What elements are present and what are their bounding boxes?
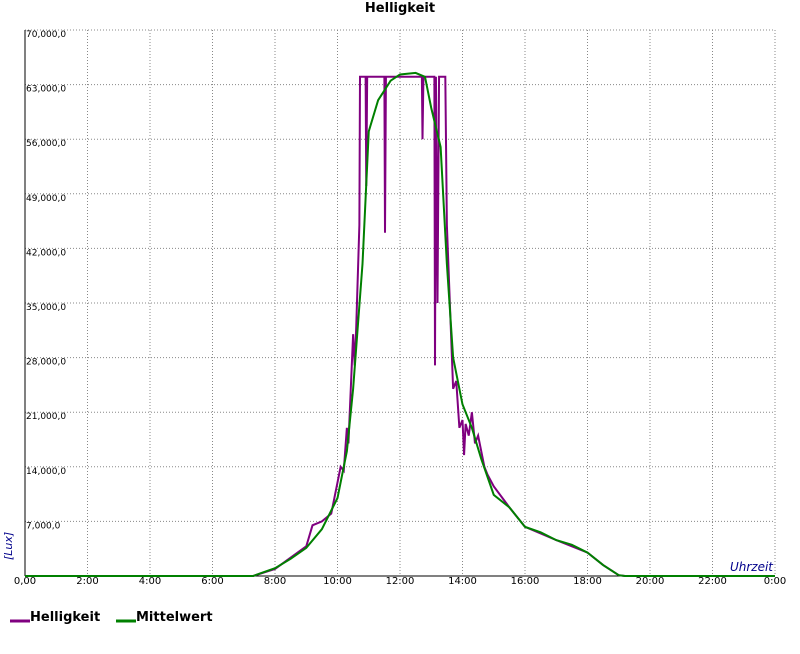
y-tick-label: 21,000,0 bbox=[26, 412, 66, 422]
x-tick-label: 20:00 bbox=[636, 576, 665, 587]
y-axis-label: [Lux] bbox=[2, 532, 15, 560]
x-tick-label: 4:00 bbox=[139, 576, 161, 587]
y-tick-label: 63,000,0 bbox=[26, 85, 66, 95]
data-line bbox=[25, 71, 775, 577]
x-tick-label: 0,00 bbox=[14, 576, 36, 587]
y-tick-label: 70,000,0 bbox=[26, 30, 66, 40]
y-tick-label: 42,000,0 bbox=[26, 248, 66, 258]
x-tick-label: 0:00 bbox=[764, 576, 786, 587]
x-tick-label: 16:00 bbox=[511, 576, 540, 587]
y-tick-label: 14,000,0 bbox=[26, 467, 66, 477]
y-tick-label: 35,000,0 bbox=[26, 303, 66, 313]
x-tick-label: 8:00 bbox=[264, 576, 286, 587]
y-tick-label: 56,000,0 bbox=[26, 139, 66, 149]
y-tick-label: 28,000,0 bbox=[26, 358, 66, 368]
y-tick-label: 49,000,0 bbox=[26, 194, 66, 204]
legend-label: Mittelwert bbox=[136, 610, 213, 625]
y-tick-label: 7,000,0 bbox=[26, 521, 61, 531]
x-tick-label: 14:00 bbox=[448, 576, 477, 587]
x-axis-label: Uhrzeit bbox=[730, 560, 774, 574]
chart-title: Helligkeit bbox=[365, 1, 435, 16]
x-tick-label: 18:00 bbox=[573, 576, 602, 587]
x-tick-label: 22:00 bbox=[698, 576, 727, 587]
x-tick-label: 6:00 bbox=[201, 576, 223, 587]
x-tick-label: 10:00 bbox=[323, 576, 352, 587]
x-tick-label: 12:00 bbox=[386, 576, 415, 587]
legend-label: Helligkeit bbox=[30, 610, 100, 625]
x-tick-label: 2:00 bbox=[76, 576, 98, 587]
